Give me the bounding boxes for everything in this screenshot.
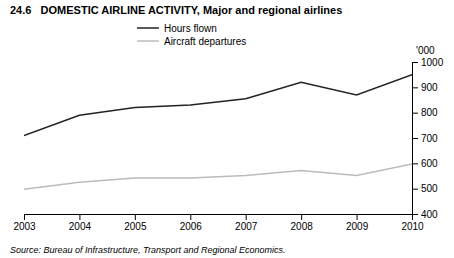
legend-item: Aircraft departures — [137, 36, 246, 47]
x-tick: 2003 — [13, 214, 36, 232]
x-tick-label: 2005 — [124, 221, 147, 232]
y-tick: 500 — [412, 183, 438, 194]
annotation: Source: Bureau of Infrastructure, Transp… — [10, 245, 285, 255]
y-tick: 700 — [412, 133, 438, 144]
y-tick: 1000 — [412, 57, 444, 68]
y-tick: 900 — [412, 82, 438, 93]
x-tick: 2009 — [346, 214, 369, 232]
y-tick-mark — [412, 189, 418, 190]
legend-swatch — [137, 40, 159, 42]
y-tick-label: 1000 — [421, 57, 444, 68]
x-tick-label: 2008 — [291, 221, 314, 232]
title: 24.6 DOMESTIC AIRLINE ACTIVITY, Major an… — [10, 4, 342, 16]
x-tick: 2005 — [124, 214, 147, 232]
x-tick-mark — [135, 214, 136, 220]
plot: 2003 2004 2005 2006 2007 2008 2009 2010400 500 60… — [13, 57, 443, 232]
x-tick-mark — [246, 214, 247, 220]
series-line — [24, 164, 412, 189]
x-tick: 2004 — [69, 214, 92, 232]
chart: 24.6 DOMESTIC AIRLINE ACTIVITY, Major an… — [0, 0, 454, 258]
x-tick: 2006 — [180, 214, 203, 232]
y-tick-mark — [412, 87, 418, 88]
legend: Hours flown Aircraft departures — [137, 23, 246, 47]
y-tick-label: 700 — [421, 133, 438, 144]
y-axis-line — [413, 63, 419, 215]
x-tick-label: 2010 — [401, 221, 424, 232]
series-line — [24, 75, 412, 136]
x-tick-mark — [357, 214, 358, 220]
y-tick-mark — [412, 214, 418, 215]
x-tick-label: 2009 — [346, 221, 369, 232]
y-tick-mark — [412, 62, 418, 63]
x-tick: 2007 — [235, 214, 258, 232]
lines — [24, 75, 412, 190]
y-tick-label: 600 — [421, 158, 438, 169]
y-tick-label: 900 — [421, 82, 438, 93]
x-tick-label: 2003 — [13, 221, 36, 232]
x-tick-label: 2007 — [235, 221, 258, 232]
legend-label: Aircraft departures — [164, 36, 246, 47]
x-axis: 2003 2004 2005 2006 2007 2008 2009 2010 — [13, 214, 424, 232]
y-tick: 800 — [412, 107, 438, 118]
y-tick: 600 — [412, 158, 438, 169]
legend-label: Hours flown — [164, 23, 217, 34]
x-tick-mark — [190, 214, 191, 220]
y-tick-label: 500 — [421, 183, 438, 194]
y-axis-label: '000 — [416, 45, 435, 56]
y-tick: 400 — [412, 209, 438, 220]
x-tick: 2008 — [291, 214, 314, 232]
y-axis: 400 500 600 700 800 900 1000 — [412, 57, 444, 220]
x-tick-label: 2004 — [69, 221, 92, 232]
x-tick-mark — [79, 214, 80, 220]
x-tick-mark — [301, 214, 302, 220]
legend-swatch — [137, 27, 159, 29]
legend-item: Hours flown — [137, 23, 217, 34]
y-tick-mark — [412, 138, 418, 139]
x-tick-mark — [24, 214, 25, 220]
y-tick-label: 400 — [421, 209, 438, 220]
y-tick-label: 800 — [421, 107, 438, 118]
y-tick-mark — [412, 113, 418, 114]
x-axis-line — [25, 215, 413, 221]
y-tick-mark — [412, 163, 418, 164]
x-tick-label: 2006 — [180, 221, 203, 232]
